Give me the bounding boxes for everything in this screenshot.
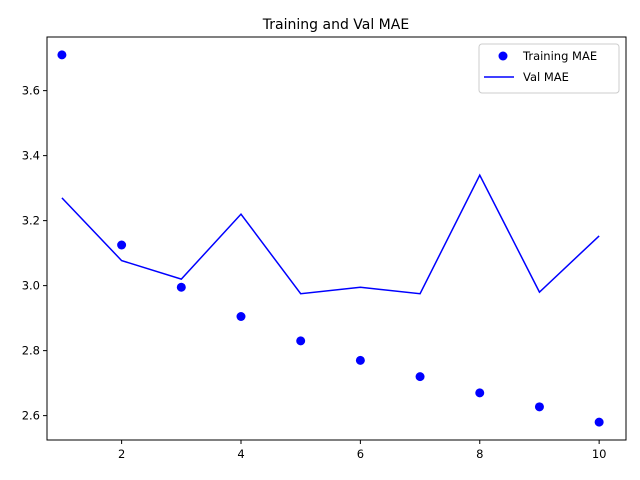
data-point-training-mae bbox=[415, 372, 425, 382]
data-point-training-mae bbox=[475, 388, 485, 398]
chart-title: Training and Val MAE bbox=[262, 17, 409, 33]
legend-label-val-mae: Val MAE bbox=[523, 70, 569, 84]
legend: Training MAE Val MAE bbox=[478, 43, 620, 94]
data-point-training-mae bbox=[57, 50, 67, 60]
legend-label-training-mae: Training MAE bbox=[522, 49, 597, 63]
data-point-training-mae bbox=[296, 336, 306, 346]
legend-box bbox=[478, 43, 620, 94]
y-tick-label: 3.2 bbox=[22, 214, 40, 228]
y-tick-label: 3.0 bbox=[22, 279, 40, 293]
axes-frame bbox=[46, 36, 627, 441]
data-point-training-mae bbox=[355, 355, 365, 365]
x-tick-label: 8 bbox=[476, 447, 483, 461]
y-tick-label: 3.6 bbox=[22, 84, 40, 98]
x-tick-label: 6 bbox=[357, 447, 364, 461]
y-tick-label: 2.6 bbox=[22, 409, 40, 423]
data-point-training-mae bbox=[176, 282, 186, 292]
y-axis: 2.6 2.8 3.0 3.2 3.4 3.6 bbox=[22, 84, 47, 423]
x-axis: 2 4 6 8 10 bbox=[118, 440, 607, 461]
x-tick-label: 4 bbox=[237, 447, 244, 461]
series-line-val-mae bbox=[61, 173, 600, 295]
legend-marker-training-mae bbox=[498, 51, 508, 61]
data-point-training-mae bbox=[117, 240, 127, 250]
plot-area bbox=[57, 50, 604, 427]
y-tick-label: 2.8 bbox=[22, 344, 40, 358]
y-tick-label: 3.4 bbox=[22, 149, 40, 163]
x-tick-label: 2 bbox=[118, 447, 125, 461]
data-point-training-mae bbox=[236, 312, 246, 321]
data-point-training-mae bbox=[594, 417, 604, 427]
data-point-training-mae bbox=[534, 402, 544, 412]
x-tick-label: 10 bbox=[592, 447, 607, 461]
